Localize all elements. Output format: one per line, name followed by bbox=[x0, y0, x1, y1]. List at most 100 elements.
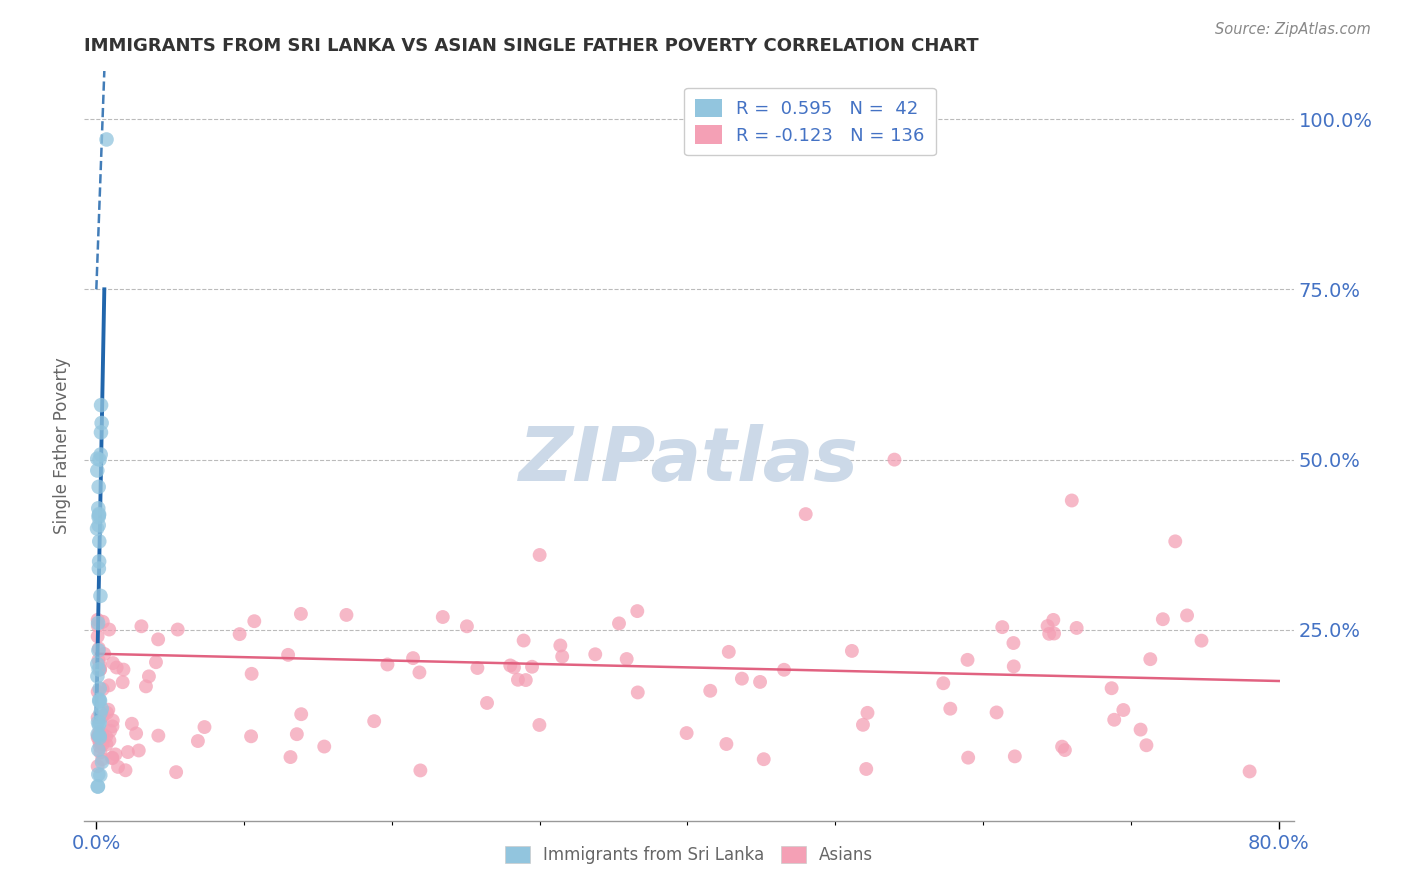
Point bbox=[89, 692, 111, 706]
Point bbox=[1135, 738, 1157, 752]
Point bbox=[89, 731, 111, 745]
Point bbox=[86, 759, 108, 773]
Point bbox=[939, 702, 962, 716]
Point bbox=[86, 684, 108, 698]
Point bbox=[87, 501, 110, 516]
Point bbox=[883, 452, 905, 467]
Point bbox=[1101, 681, 1123, 696]
Point bbox=[240, 666, 263, 681]
Point bbox=[290, 607, 312, 621]
Point bbox=[90, 425, 112, 440]
Point bbox=[148, 729, 170, 743]
Point bbox=[956, 653, 979, 667]
Point bbox=[128, 743, 150, 757]
Point bbox=[90, 398, 112, 412]
Point bbox=[89, 681, 111, 696]
Point bbox=[86, 669, 108, 683]
Point bbox=[98, 723, 121, 738]
Point bbox=[89, 724, 111, 739]
Point bbox=[957, 750, 980, 764]
Point bbox=[243, 614, 266, 628]
Point bbox=[89, 768, 111, 782]
Point bbox=[1053, 743, 1076, 757]
Point bbox=[86, 522, 108, 536]
Point bbox=[1002, 659, 1025, 673]
Point bbox=[228, 627, 250, 641]
Point bbox=[280, 750, 302, 764]
Point bbox=[499, 658, 522, 673]
Point bbox=[138, 669, 160, 683]
Point bbox=[89, 715, 111, 730]
Point bbox=[89, 739, 111, 754]
Point bbox=[117, 745, 139, 759]
Point bbox=[96, 132, 118, 146]
Point bbox=[98, 678, 121, 692]
Point bbox=[114, 764, 136, 778]
Point bbox=[1139, 652, 1161, 666]
Point bbox=[1042, 613, 1064, 627]
Text: Source: ZipAtlas.com: Source: ZipAtlas.com bbox=[1215, 22, 1371, 37]
Point bbox=[794, 507, 817, 521]
Point bbox=[93, 647, 115, 661]
Point bbox=[87, 518, 110, 533]
Point bbox=[89, 663, 111, 677]
Point bbox=[87, 780, 110, 794]
Point bbox=[90, 702, 112, 716]
Point bbox=[277, 648, 299, 662]
Point bbox=[1066, 621, 1088, 635]
Point bbox=[717, 645, 740, 659]
Point bbox=[616, 652, 638, 666]
Point bbox=[290, 707, 312, 722]
Point bbox=[166, 623, 188, 637]
Point bbox=[89, 554, 111, 568]
Point bbox=[86, 451, 108, 466]
Point bbox=[363, 714, 385, 728]
Point bbox=[96, 730, 118, 744]
Point bbox=[96, 738, 118, 752]
Point bbox=[90, 416, 112, 430]
Point bbox=[96, 706, 118, 720]
Point bbox=[101, 750, 124, 764]
Point bbox=[90, 448, 112, 462]
Point bbox=[91, 737, 114, 751]
Point bbox=[1191, 633, 1213, 648]
Point bbox=[1038, 627, 1060, 641]
Point bbox=[193, 720, 215, 734]
Point bbox=[89, 589, 111, 603]
Point bbox=[409, 764, 432, 778]
Point bbox=[104, 747, 127, 762]
Point bbox=[456, 619, 478, 633]
Text: IMMIGRANTS FROM SRI LANKA VS ASIAN SINGLE FATHER POVERTY CORRELATION CHART: IMMIGRANTS FROM SRI LANKA VS ASIAN SINGL… bbox=[84, 37, 979, 54]
Point bbox=[699, 683, 721, 698]
Point bbox=[111, 675, 134, 690]
Point bbox=[91, 752, 114, 766]
Point bbox=[87, 619, 110, 633]
Point bbox=[98, 623, 121, 637]
Point bbox=[89, 735, 111, 749]
Point bbox=[856, 706, 879, 720]
Point bbox=[89, 733, 111, 747]
Point bbox=[529, 718, 551, 732]
Point bbox=[1004, 749, 1026, 764]
Point bbox=[1152, 612, 1174, 626]
Point bbox=[503, 660, 526, 674]
Point bbox=[87, 561, 110, 575]
Point bbox=[87, 643, 110, 657]
Point bbox=[932, 676, 955, 690]
Point bbox=[145, 655, 167, 669]
Point bbox=[91, 755, 114, 769]
Point bbox=[101, 714, 124, 728]
Point bbox=[89, 746, 111, 760]
Point bbox=[550, 639, 572, 653]
Point bbox=[101, 719, 124, 733]
Point bbox=[87, 508, 110, 523]
Point bbox=[112, 663, 135, 677]
Point bbox=[121, 716, 143, 731]
Point bbox=[752, 752, 775, 766]
Point bbox=[626, 604, 648, 618]
Point bbox=[1002, 636, 1025, 650]
Point bbox=[1112, 703, 1135, 717]
Point bbox=[87, 653, 110, 667]
Point bbox=[716, 737, 738, 751]
Point bbox=[991, 620, 1014, 634]
